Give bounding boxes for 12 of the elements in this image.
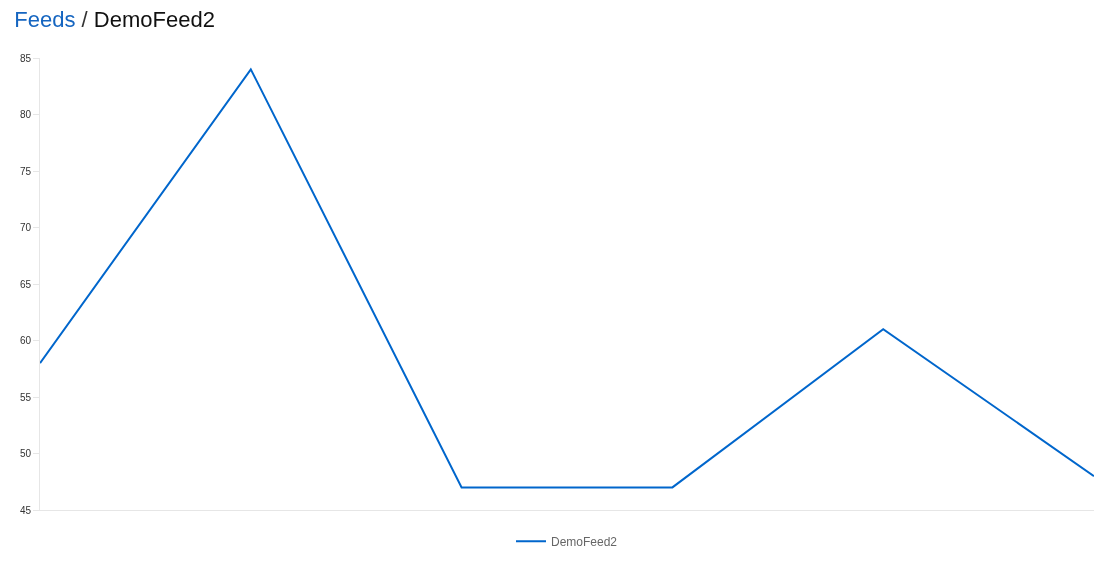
y-tick-label: 85 xyxy=(19,52,32,64)
y-tick-label: 80 xyxy=(19,109,32,120)
y-tick-label: 60 xyxy=(19,335,32,346)
y-tick-label: 45 xyxy=(19,504,32,516)
y-tick-label: 55 xyxy=(19,391,32,403)
y-tick-label: 50 xyxy=(19,448,32,459)
y-tick-label: 70 xyxy=(19,222,32,233)
chart-title: Feeds / DemoFeed2 xyxy=(14,7,215,33)
legend-label: DemoFeed2 xyxy=(551,535,618,550)
y-tick-label: 75 xyxy=(19,165,32,177)
line-series xyxy=(40,68,1094,489)
y-tick-label: 65 xyxy=(19,278,32,290)
